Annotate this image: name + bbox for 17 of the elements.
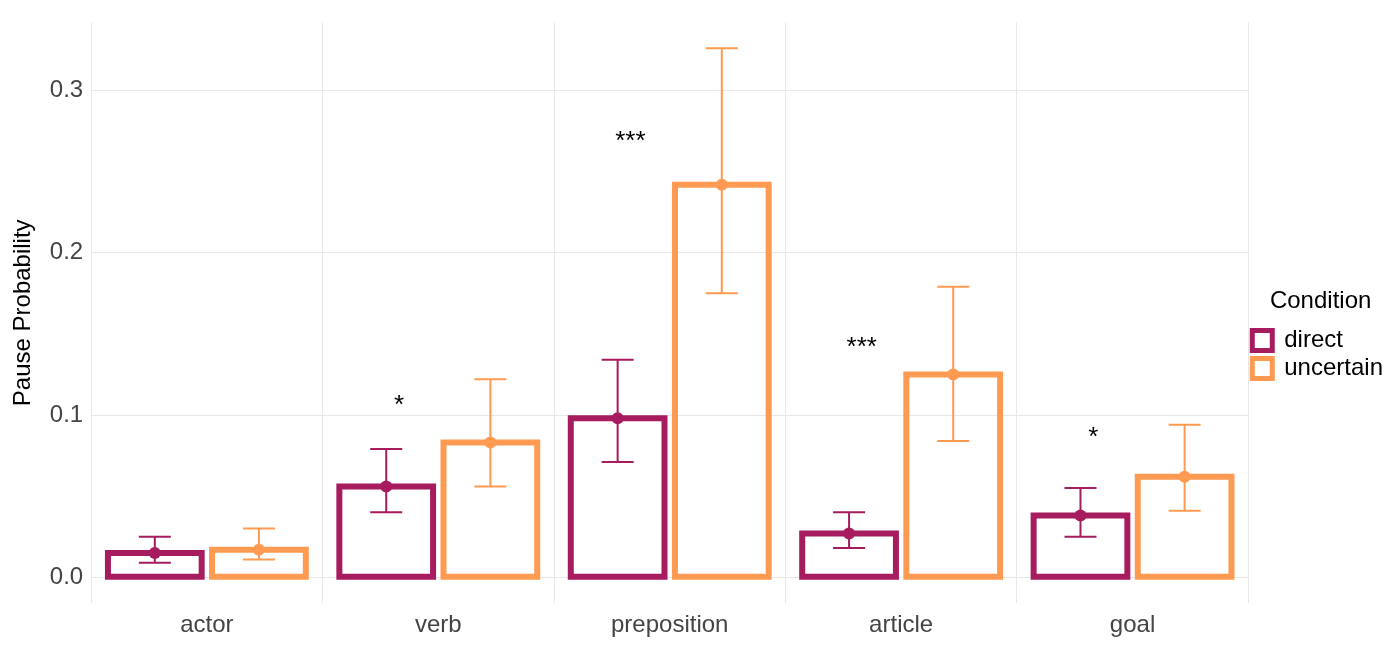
annotation: * — [393, 388, 405, 419]
legend-label: uncertain — [1284, 353, 1383, 381]
x-tick-label: actor — [180, 610, 234, 638]
annotation: *** — [615, 124, 646, 155]
x-tick-label: article — [869, 610, 934, 638]
legend-label: direct — [1284, 325, 1344, 353]
annotation: * — [1088, 420, 1099, 451]
y-axis-title: Pause Probability — [8, 219, 36, 407]
x-tick-label: verb — [414, 610, 462, 638]
y-tick-label: 0.1 — [49, 399, 84, 427]
legend-title: Condition — [1269, 286, 1372, 314]
y-tick-label: 0.0 — [49, 561, 84, 589]
x-tick-label: preposition — [611, 610, 729, 638]
x-tick-label: goal — [1109, 610, 1156, 638]
y-tick-label: 0.2 — [49, 237, 84, 265]
annotation: *** — [846, 330, 877, 361]
y-tick-label: 0.3 — [49, 75, 84, 103]
